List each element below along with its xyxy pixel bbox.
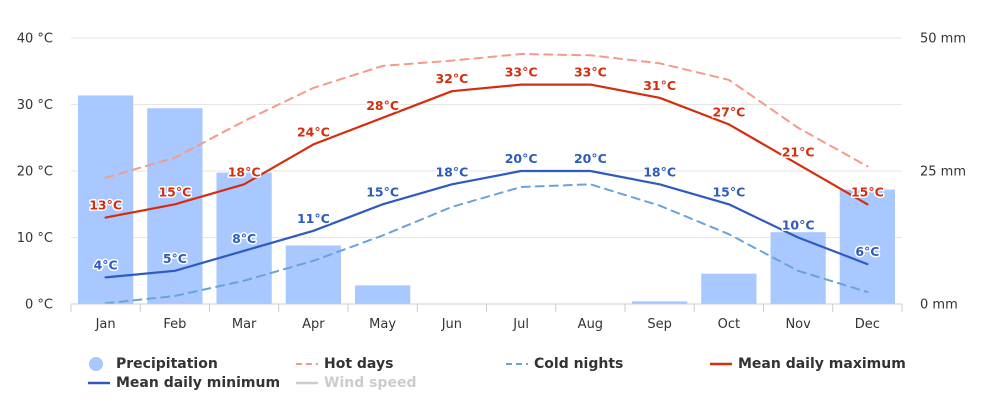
y-right-tick-label: 25 mm bbox=[920, 165, 966, 180]
max-data-label: 21°C bbox=[782, 144, 815, 159]
max-legend-marker bbox=[710, 362, 732, 366]
min-data-label: 15°C bbox=[712, 184, 745, 199]
cold-line bbox=[104, 183, 869, 305]
precipitation-bar[interactable] bbox=[770, 232, 826, 304]
legend-label: Mean daily minimum bbox=[116, 375, 281, 391]
min-data-label: 20°C bbox=[574, 151, 607, 166]
min-line bbox=[104, 169, 869, 279]
precipitation-bar[interactable] bbox=[216, 172, 272, 304]
max-data-label: 13°C bbox=[89, 198, 122, 213]
legend-item-mean-daily-minimum[interactable]: Mean daily minimum bbox=[88, 373, 280, 393]
x-tick-label: Jan bbox=[95, 317, 116, 332]
x-tick-label: May bbox=[369, 317, 396, 332]
y-left-tick-label: 10 °C bbox=[17, 231, 53, 246]
x-tick-label: Jun bbox=[441, 317, 462, 332]
precipitation-bar[interactable] bbox=[355, 285, 411, 304]
x-tick-label: Jul bbox=[512, 317, 529, 332]
precipitation-bar[interactable] bbox=[147, 108, 203, 304]
max-data-label: 31°C bbox=[643, 78, 676, 93]
x-tick-label: Dec bbox=[855, 317, 880, 332]
precipitation-bar[interactable] bbox=[632, 301, 688, 304]
data-labels: 13°C 15°C 18°C 24°C 28°C 32°C 33°C 33°C 31°C 27°C… bbox=[88, 63, 886, 274]
y-left-tick-label: 20 °C bbox=[17, 165, 53, 180]
max-data-label: 32°C bbox=[435, 71, 468, 86]
y-left-tick-label: 30 °C bbox=[17, 98, 53, 113]
legend-label: Cold nights bbox=[534, 356, 624, 372]
precipitation-bar[interactable] bbox=[285, 245, 341, 304]
legend-label: Precipitation bbox=[116, 356, 218, 372]
precipitation-bar[interactable] bbox=[701, 273, 757, 304]
min-data-label: 11°C bbox=[297, 211, 330, 226]
x-tick-label: Feb bbox=[163, 317, 186, 332]
cold-nights-legend-marker bbox=[506, 363, 528, 365]
min-data-label: 18°C bbox=[435, 164, 468, 179]
precipitation-bar[interactable] bbox=[78, 95, 134, 305]
max-line bbox=[104, 83, 869, 219]
max-data-label: 33°C bbox=[505, 65, 538, 80]
legend-label: Wind speed bbox=[324, 375, 417, 391]
wind-speed-legend-marker bbox=[296, 381, 318, 385]
y-axis-left-ticks: 0 °C 10 °C 20 °C 30 °C 40 °C bbox=[17, 32, 53, 313]
series-lines bbox=[104, 53, 869, 305]
y-left-tick-label: 40 °C bbox=[17, 32, 53, 47]
min-data-label: 6°C bbox=[855, 244, 879, 259]
max-data-label: 15°C bbox=[158, 184, 191, 199]
max-data-label: 24°C bbox=[297, 124, 330, 139]
legend-item-cold-nights[interactable]: Cold nights bbox=[506, 354, 623, 374]
min-data-label: 8°C bbox=[232, 231, 256, 246]
min-legend-marker bbox=[88, 381, 110, 385]
precipitation-legend-marker bbox=[89, 357, 103, 371]
legend-label: Mean daily maximum bbox=[738, 356, 906, 372]
x-tick-label: Sep bbox=[647, 317, 672, 332]
y-right-tick-label: 0 mm bbox=[920, 298, 958, 313]
max-data-label: 27°C bbox=[712, 104, 745, 119]
y-left-tick-label: 0 °C bbox=[25, 298, 53, 313]
max-data-label: 15°C bbox=[851, 184, 884, 199]
precipitation-bar[interactable] bbox=[839, 189, 895, 304]
x-tick-label: Oct bbox=[718, 317, 740, 332]
x-tick-label: Mar bbox=[232, 317, 257, 332]
y-axis-right-ticks: 0 mm 25 mm 50 mm bbox=[920, 32, 966, 313]
max-data-label: 18°C bbox=[228, 164, 261, 179]
x-axis-ticks: Jan Feb Mar Apr May Jun Jul Aug Sep Oct Nov Dec bbox=[70, 303, 903, 332]
min-data-label: 4°C bbox=[94, 257, 118, 272]
min-data-label: 20°C bbox=[505, 151, 538, 166]
min-data-label: 10°C bbox=[782, 218, 815, 233]
max-data-label: 28°C bbox=[366, 98, 399, 113]
hot-line bbox=[104, 53, 869, 179]
min-data-label: 15°C bbox=[366, 184, 399, 199]
min-data-label: 18°C bbox=[643, 164, 676, 179]
x-tick-label: Apr bbox=[302, 317, 325, 332]
x-tick-label: Nov bbox=[785, 317, 811, 332]
legend-item-precipitation[interactable]: Precipitation bbox=[88, 354, 218, 374]
precipitation-bars[interactable] bbox=[78, 95, 895, 305]
legend-item-mean-daily-maximum[interactable]: Mean daily maximum bbox=[710, 354, 906, 374]
legend-label: Hot days bbox=[324, 356, 394, 372]
max-data-label: 33°C bbox=[574, 65, 607, 80]
hot-days-legend-marker bbox=[296, 363, 318, 365]
legend-item-wind-speed[interactable]: Wind speed bbox=[296, 373, 416, 393]
legend-item-hot-days[interactable]: Hot days bbox=[296, 354, 393, 374]
x-tick-label: Aug bbox=[578, 317, 603, 332]
y-right-tick-label: 50 mm bbox=[920, 32, 966, 47]
min-data-label: 5°C bbox=[163, 251, 187, 266]
